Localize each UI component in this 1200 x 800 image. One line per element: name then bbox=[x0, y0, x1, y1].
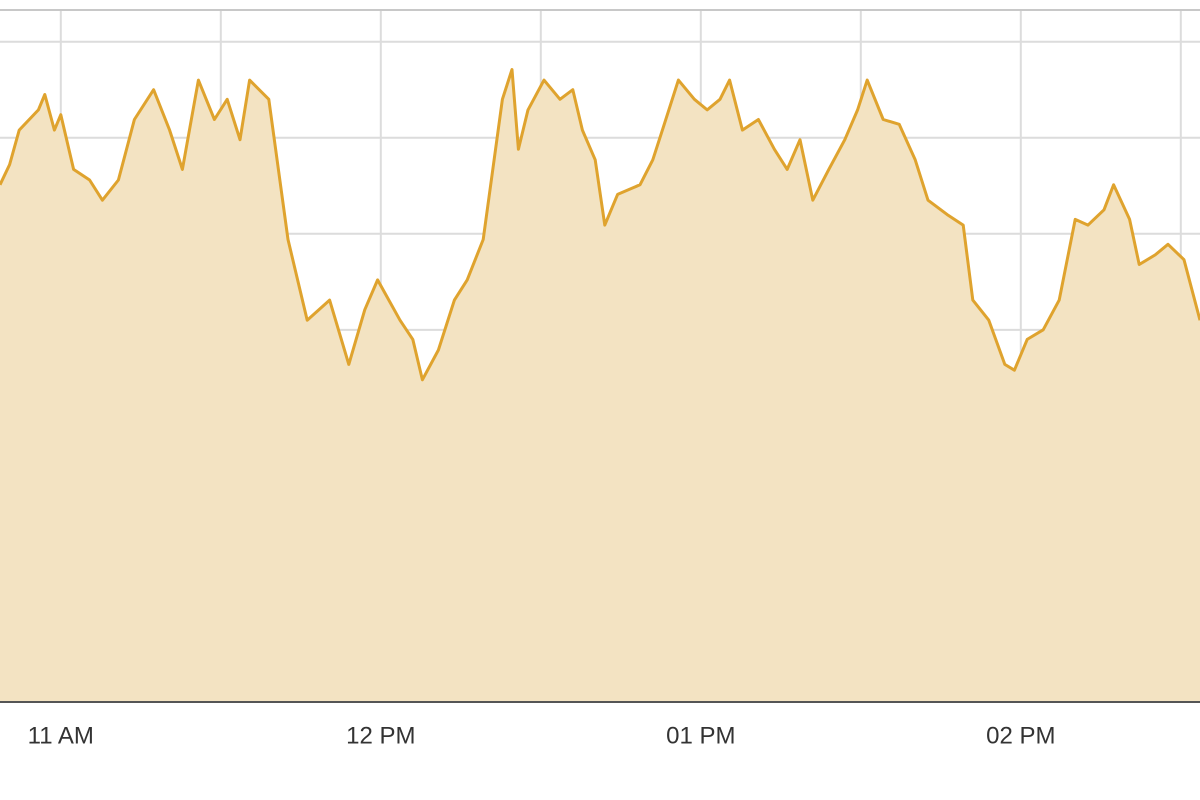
x-tick-label: 11 AM bbox=[28, 722, 94, 749]
area-fill bbox=[0, 69, 1200, 702]
x-tick-label: 02 PM bbox=[986, 722, 1055, 749]
x-tick-label: 01 PM bbox=[666, 722, 735, 749]
x-axis-labels: 11 AM 12 PM 01 PM 02 PM bbox=[28, 722, 1056, 749]
x-tick-label: 12 PM bbox=[346, 722, 415, 749]
line bbox=[0, 68, 1200, 382]
plot bbox=[0, 68, 1200, 702]
